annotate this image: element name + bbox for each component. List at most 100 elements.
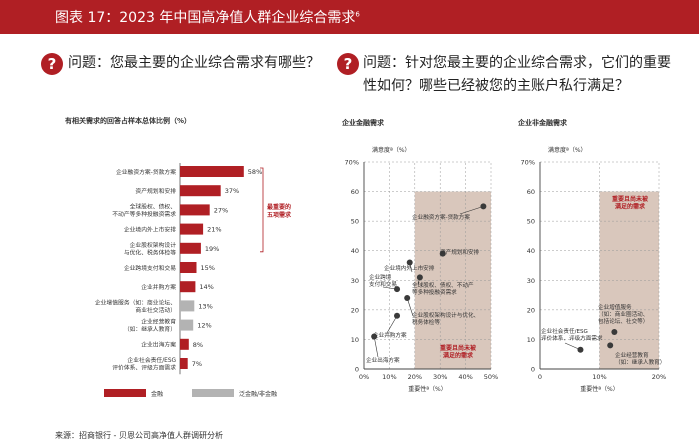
- y-tick-label: 70%: [521, 159, 535, 167]
- bar-value-label: 8%: [193, 341, 203, 349]
- bar: [180, 319, 194, 331]
- bar-value-label: 19%: [205, 245, 219, 253]
- y-tick-label: 40: [351, 247, 359, 255]
- y-tick-label: 50: [351, 218, 359, 226]
- scatter-point: [371, 333, 378, 340]
- bar: [180, 338, 189, 350]
- y-tick-label: 60: [527, 188, 535, 196]
- x-tick-label: 40%: [458, 373, 472, 381]
- bar-value-label: 15%: [201, 264, 215, 272]
- question-icon: ?: [337, 53, 359, 75]
- bar: [180, 358, 188, 369]
- point-label: 企业融资方案-贷款方案: [412, 213, 470, 221]
- y-tick-label: 60: [351, 188, 359, 196]
- point-label: 支付和交易: [369, 280, 397, 288]
- top-five-label: 最重要的: [267, 203, 291, 211]
- bar-value-label: 21%: [207, 226, 221, 234]
- y-tick-label: 10: [351, 336, 359, 344]
- x-axis-label: 重要性ª（%）: [408, 385, 447, 393]
- point-label: （如：继承人教育）: [615, 358, 665, 366]
- bar-category-label: 全球股权、债权、: [130, 202, 176, 210]
- scatter-point: [404, 295, 411, 302]
- point-label: 全球股权、债权、不动产: [412, 281, 474, 289]
- bar-category-label: 商业社交活动）: [135, 306, 176, 314]
- y-tick-label: 20: [351, 306, 359, 314]
- scatter-point: [394, 312, 401, 319]
- bar-category-label: 不动产等多种投融资需求: [112, 210, 176, 218]
- y-tick-label: 0: [531, 366, 535, 374]
- point-label: 企业境内外上市安排: [384, 264, 435, 272]
- top-five-label: 五项需求: [267, 211, 292, 219]
- bar-category-label: 企业增值服务（如：商业论坛、: [95, 298, 176, 306]
- right-question-line1: 问题：针对您最主要的企业综合需求，它们的重要: [363, 55, 671, 71]
- point-leader-line: [373, 336, 379, 358]
- unmet-needs-label: 重要且尚未被: [440, 344, 477, 352]
- y-tick-label: 30: [351, 277, 359, 285]
- bar-value-label: 58%: [248, 168, 262, 176]
- legend-label-finance: 金融: [151, 390, 163, 398]
- point-label: 企业跨境: [369, 273, 392, 281]
- bar-category-label: 资产规划和安排: [135, 187, 176, 195]
- scatter-point: [406, 259, 413, 266]
- y-tick-label: 30: [527, 277, 535, 285]
- y-axis-label: 满意度ª（%）: [372, 146, 411, 154]
- x-tick-label: 10%: [382, 373, 396, 381]
- bar: [180, 300, 195, 312]
- point-label: 等多种投融资需求: [412, 288, 457, 296]
- point-label: 企业增值服务: [598, 303, 632, 311]
- unmet-needs-label: 重要且尚未被: [612, 195, 649, 203]
- bar: [180, 223, 204, 235]
- scatter-point: [394, 286, 401, 293]
- bar-category-label: 企业出海方案: [141, 341, 176, 349]
- point-label: 企业股权架构设计与优化、: [412, 311, 479, 319]
- x-tick-label: 30%: [433, 373, 447, 381]
- bar-category-label: 企业境内外上市安排: [124, 225, 176, 233]
- left-question: 问题：您最主要的企业综合需求有哪些？: [68, 55, 320, 71]
- scatter-point: [480, 203, 487, 210]
- bar-chart-title: 有相关需求的回答占样本总体比例（%）: [65, 116, 191, 125]
- bar: [180, 281, 196, 293]
- bar-category-label: 企业社会责任/ESG: [127, 356, 176, 364]
- x-tick-label: 10%: [592, 373, 606, 381]
- bar: [180, 166, 244, 177]
- scatter-point: [607, 342, 614, 349]
- top-five-bracket: [260, 167, 264, 253]
- y-tick-label: 40: [527, 247, 535, 255]
- bar-value-label: 14%: [199, 283, 213, 291]
- y-axis-label: 满意度ª（%）: [548, 146, 587, 154]
- bar-category-label: 企业并购方案: [141, 283, 176, 291]
- source-note: 来源：招商银行 - 贝恩公司高净值人群调研分析: [55, 431, 223, 440]
- y-tick-label: 10: [527, 336, 535, 344]
- x-tick-label: 20%: [408, 373, 422, 381]
- unmet-needs-label: 满足的需求: [443, 352, 474, 360]
- point-label: 包括论坛、社交等）: [598, 317, 648, 325]
- point-leader-line: [459, 206, 484, 215]
- scatter-point: [577, 346, 584, 353]
- scatter-point: [611, 329, 618, 336]
- bar-category-label: 企业经营教育: [141, 318, 176, 326]
- point-leader-line: [386, 315, 398, 334]
- y-tick-label: 20: [527, 306, 535, 314]
- point-label: 税务体检等: [412, 318, 440, 326]
- point-label: （如：商业圈活动、: [598, 310, 648, 318]
- right-question-line2: 性如何？哪些已经被您的主账户私行满足？: [363, 78, 629, 94]
- bar-category-label: 评价体系、评级方面需求: [112, 364, 176, 372]
- bar-value-label: 7%: [192, 360, 202, 368]
- scatter-title: 企业金融需求: [341, 118, 385, 127]
- point-label: 企业经营教育: [615, 351, 649, 359]
- scatter-title: 企业非金融需求: [517, 118, 568, 127]
- legend-swatch-nonfinance: [192, 389, 234, 397]
- bar-category-label: 企业跨境支付和交易: [124, 264, 176, 272]
- point-label: 评价体系、评级方面需求: [541, 334, 603, 342]
- x-axis-label: 重要性ª（%）: [580, 385, 619, 393]
- bar-category-label: 企业融资方案-贷款方案: [116, 168, 176, 176]
- footnote-marker: 6: [355, 10, 360, 19]
- scatter-point: [439, 250, 446, 257]
- y-tick-label: 0: [355, 366, 359, 374]
- bar-value-label: 37%: [225, 187, 239, 195]
- legend-swatch-finance: [104, 389, 146, 397]
- x-tick-label: 0%: [359, 373, 369, 381]
- point-label: 企业并购方案: [373, 331, 407, 339]
